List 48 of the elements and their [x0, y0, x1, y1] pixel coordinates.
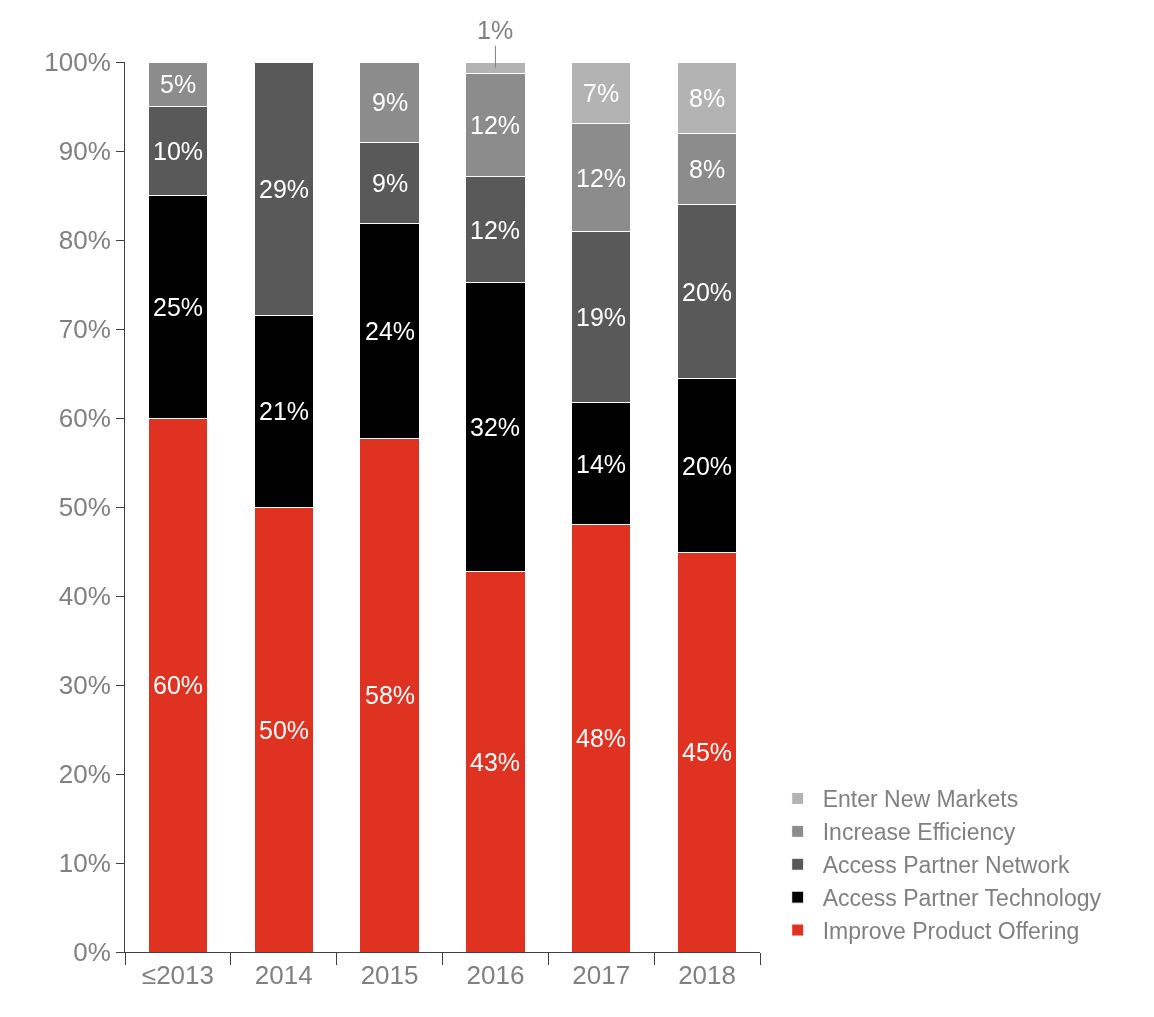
x-tick-label: 2014: [254, 960, 313, 991]
legend-label: Increase Efficiency: [822, 819, 1016, 846]
data-label: 10%: [153, 137, 204, 165]
legend-label: Improve Product Offering: [822, 918, 1080, 945]
data-label: 32%: [470, 413, 521, 441]
y-tick-label: 0%: [73, 937, 111, 968]
data-label: 9%: [372, 169, 409, 197]
y-tick-label: 60%: [58, 403, 111, 434]
data-label: 50%: [259, 716, 310, 744]
x-tick-label: ≤2013: [141, 960, 214, 991]
data-label: 25%: [153, 293, 204, 321]
x-tick-label: 2016: [466, 960, 525, 991]
data-label: 24%: [365, 317, 416, 345]
data-label: 20%: [682, 278, 733, 306]
legend-label: Access Partner Network: [822, 852, 1070, 879]
data-label: 12%: [576, 164, 627, 192]
data-label: 14%: [576, 450, 627, 478]
data-label: 7%: [583, 79, 620, 107]
data-label: 21%: [259, 397, 310, 425]
y-tick-label: 40%: [58, 581, 111, 612]
data-label: 9%: [372, 88, 409, 116]
y-tick-label: 70%: [58, 314, 111, 345]
x-tick-label: 2018: [678, 960, 736, 991]
y-tick-label: 100%: [44, 47, 111, 78]
x-tick-label: 2017: [572, 960, 631, 991]
x-tick-label: 2015: [360, 960, 419, 991]
data-label: 45%: [682, 738, 733, 766]
y-tick-label: 90%: [58, 136, 111, 167]
legend-label: Enter New Markets: [822, 786, 1019, 813]
data-label: 29%: [259, 175, 310, 203]
data-label: 12%: [470, 216, 521, 244]
data-label: 60%: [153, 671, 204, 699]
data-label: 8%: [689, 155, 726, 183]
data-label: 19%: [576, 303, 627, 331]
data-label: 58%: [365, 681, 416, 709]
y-tick-label: 30%: [58, 670, 111, 701]
data-label: 8%: [689, 84, 726, 112]
y-tick-label: 80%: [58, 225, 111, 256]
data-label: 12%: [470, 111, 521, 139]
data-label: 5%: [160, 70, 197, 98]
legend-label: Access Partner Technology: [822, 885, 1102, 912]
data-label: 1%: [477, 16, 514, 44]
y-tick-label: 10%: [58, 848, 111, 879]
y-tick-label: 50%: [58, 492, 111, 523]
data-label: 20%: [682, 452, 733, 480]
data-label: 43%: [470, 748, 521, 776]
y-tick-label: 20%: [58, 759, 111, 790]
data-label: 48%: [576, 724, 627, 752]
